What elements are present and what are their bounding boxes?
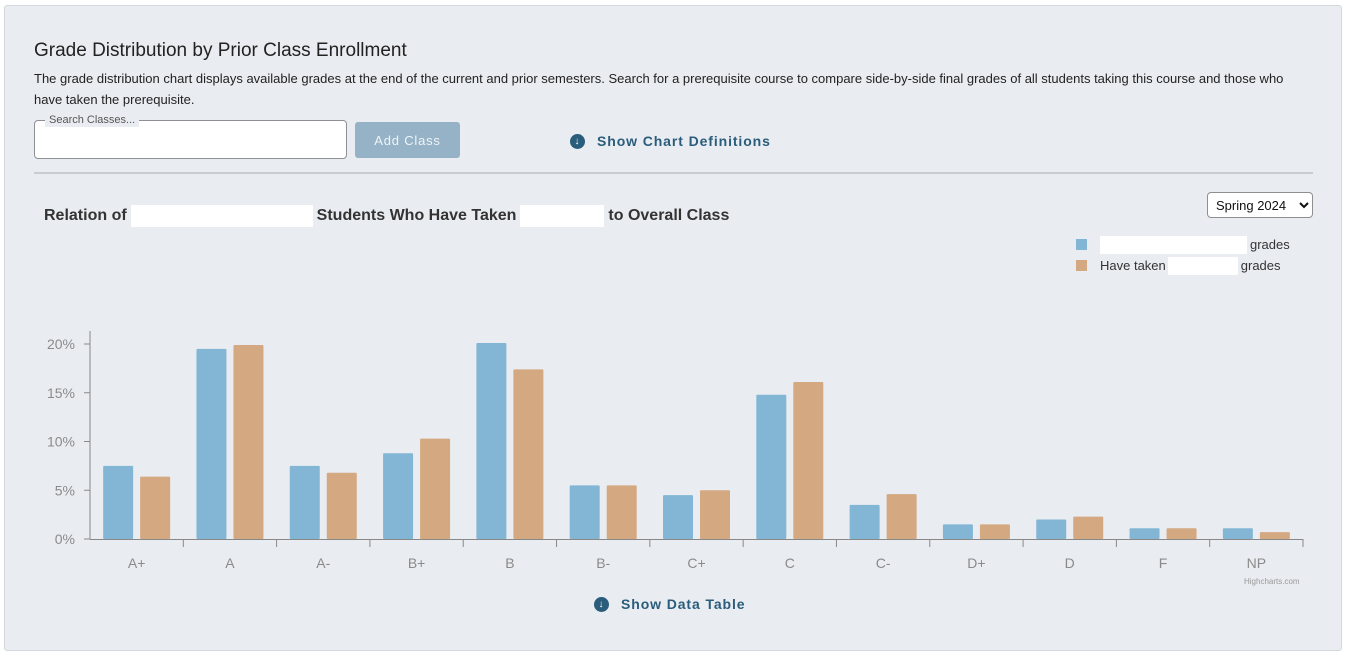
search-classes-input[interactable] — [43, 129, 338, 151]
chart-title-to-overall: to Overall Class — [608, 207, 730, 224]
legend-series2-prefix: Have taken — [1100, 258, 1166, 273]
show-data-table-link[interactable]: ↓ Show Data Table — [594, 596, 745, 612]
bar-series2-C+ — [700, 490, 730, 539]
chart-title-relation-of: Relation of — [44, 207, 127, 224]
y-tick-label: 10% — [47, 434, 75, 450]
bar-series1-F — [1129, 528, 1160, 539]
x-tick-label: A — [225, 555, 235, 571]
bar-series1-B+ — [383, 453, 414, 539]
bar-series2-B+ — [420, 438, 451, 539]
bar-series2-F — [1166, 528, 1197, 539]
highcharts-credits[interactable]: Highcharts.com — [1244, 577, 1300, 586]
page-title: Grade Distribution by Prior Class Enroll… — [34, 40, 407, 61]
redacted-series2-name — [1167, 256, 1238, 275]
grade-bar-chart: 0% 5% 10% 15% 20% A+ A A- B+ B B- C+ C C- D+ D F NP — [47, 331, 1304, 571]
show-chart-definitions-label: Show Chart Definitions — [597, 133, 771, 149]
legend-series2-suffix: grades — [1240, 258, 1281, 273]
bar-series1-C+ — [663, 495, 693, 539]
x-tick-label: NP — [1247, 555, 1266, 571]
x-tick-label: A+ — [128, 555, 146, 571]
bar-series2-C- — [886, 494, 917, 539]
x-tick-label: B+ — [408, 555, 426, 571]
x-tick-label: F — [1159, 555, 1168, 571]
search-classes-field[interactable]: Search Classes... — [34, 113, 347, 159]
y-tick-label: 15% — [47, 385, 75, 401]
redacted-series1-name — [1100, 235, 1247, 254]
page-description: The grade distribution chart displays av… — [34, 71, 1284, 107]
show-chart-definitions-link[interactable]: ↓ Show Chart Definitions — [570, 133, 771, 149]
chart-title: Relation of Students Who Have Taken to O… — [44, 205, 729, 227]
bar-series2-D — [1073, 516, 1104, 539]
semester-select[interactable]: Spring 2024 — [1207, 192, 1313, 218]
x-tick-label: B — [505, 555, 514, 571]
y-tick-label: 20% — [47, 336, 75, 352]
x-tick-label: B- — [596, 555, 610, 571]
bar-series2-B — [513, 369, 544, 539]
y-tick-label: 5% — [55, 482, 75, 498]
bar-series1-NP — [1222, 528, 1253, 539]
bar-series1-B- — [569, 485, 600, 539]
x-tick-label: C+ — [687, 555, 705, 571]
x-tick-label: D — [1065, 555, 1075, 571]
section-divider — [34, 172, 1313, 174]
add-class-button[interactable]: Add Class — [355, 122, 460, 158]
bar-series2-C — [793, 382, 824, 539]
legend-item-series2[interactable]: Have taken grades — [1076, 255, 1290, 276]
bar-series1-D — [1036, 519, 1067, 539]
bar-series1-A- — [289, 465, 320, 539]
x-tick-label: C — [785, 555, 795, 571]
legend-swatch-series2 — [1076, 260, 1087, 271]
bar-series1-D+ — [942, 524, 973, 539]
grade-distribution-panel: Grade Distribution by Prior Class Enroll… — [4, 5, 1342, 651]
redacted-class-name — [130, 205, 313, 227]
x-tick-label: D+ — [967, 555, 985, 571]
bar-series2-NP — [1259, 532, 1290, 539]
y-tick-label: 0% — [55, 531, 75, 547]
bar-series1-B — [476, 343, 507, 539]
bar-series2-D+ — [979, 524, 1010, 539]
legend-item-series1[interactable]: grades — [1076, 234, 1290, 255]
legend-swatch-series1 — [1076, 239, 1087, 250]
chart-legend: grades Have taken grades — [1076, 234, 1290, 276]
x-tick-label: A- — [316, 555, 330, 571]
bar-series1-A — [196, 348, 227, 539]
legend-series1-suffix: grades — [1250, 237, 1290, 252]
bar-series1-C — [756, 394, 787, 539]
bar-series1-C- — [849, 504, 880, 539]
bar-series2-A — [233, 344, 264, 539]
arrow-circle-down-icon: ↓ — [594, 596, 609, 612]
arrow-circle-down-icon: ↓ — [570, 133, 585, 149]
show-data-table-label: Show Data Table — [621, 596, 746, 612]
bar-series2-A- — [326, 472, 357, 539]
bar-series2-B- — [606, 485, 637, 539]
bar-series1-A+ — [103, 465, 134, 539]
redacted-prereq-name — [520, 205, 605, 227]
bar-series2-A+ — [140, 476, 171, 539]
chart-title-students-taken: Students Who Have Taken — [316, 207, 517, 224]
search-classes-label: Search Classes... — [45, 113, 140, 127]
x-tick-label: C- — [876, 555, 891, 571]
